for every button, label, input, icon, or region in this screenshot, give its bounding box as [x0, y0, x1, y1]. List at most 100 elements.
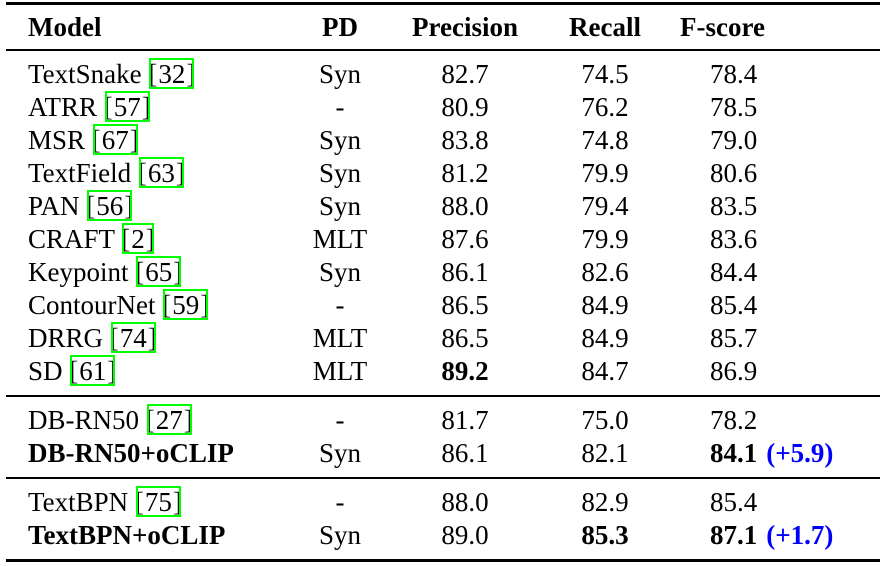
cell-pretrain-data: Syn — [318, 158, 362, 188]
model-name: TextBPN+oCLIP — [28, 520, 226, 550]
model-name: SD — [28, 356, 63, 386]
cell-recall: 74.8 — [581, 125, 629, 155]
cell-fscore: 85.7 — [660, 322, 880, 355]
cell-fscore: 86.9 — [660, 355, 880, 388]
cell-pretrain-data: Syn — [318, 59, 362, 89]
cell-recall: 84.9 — [581, 323, 629, 353]
fscore-value: 85.4 — [710, 487, 758, 517]
cell-recall: 84.7 — [581, 356, 629, 386]
cell-precision: 80.9 — [441, 92, 489, 122]
fscore-value: 78.5 — [710, 92, 758, 122]
cell-model: TextBPN+oCLIP — [6, 519, 300, 552]
fscore-value: 80.6 — [710, 158, 758, 188]
cell-fscore: 87.1 (+1.7) — [660, 519, 880, 552]
citation-link[interactable]: [32] — [148, 58, 196, 89]
cell-model: MSR [67] — [6, 124, 300, 157]
citation-number: 56 — [87, 190, 133, 221]
table-section-db: DB-RN50 [27] - 81.7 75.0 78.2 DB-RN50+oCLIP Sy… — [6, 397, 880, 477]
cell-pretrain-data: Syn — [318, 520, 362, 550]
cell-pretrain-data: - — [335, 92, 345, 122]
citation-number: 65 — [136, 256, 182, 287]
cell-precision: 86.1 — [441, 257, 489, 287]
cell-precision: 81.2 — [441, 158, 489, 188]
cell-fscore: 78.4 — [660, 58, 880, 91]
citation-number: 63 — [138, 157, 184, 188]
cell-model: CRAFT [2] — [6, 223, 300, 256]
model-name: TextBPN — [28, 487, 129, 517]
citation-number: 27 — [146, 404, 192, 435]
citation-number: 74 — [110, 322, 156, 353]
cell-recall: 75.0 — [581, 405, 629, 435]
cell-model: DB-RN50+oCLIP — [6, 437, 300, 470]
table-header-row: Model PD Precision Recall F-score — [6, 5, 880, 49]
cell-precision: 86.1 — [441, 438, 489, 468]
cell-pretrain-data: MLT — [312, 323, 368, 353]
cell-model: TextSnake [32] — [6, 58, 300, 91]
cell-model: TextBPN [75] — [6, 486, 300, 519]
cell-pretrain-data: MLT — [312, 224, 368, 254]
cell-recall: 82.6 — [581, 257, 629, 287]
cell-model: ATRR [57] — [6, 91, 300, 124]
column-header-model: Model — [28, 12, 102, 42]
cell-precision: 89.2 — [441, 356, 489, 386]
citation-link[interactable]: [67] — [91, 124, 139, 155]
citation-number: 32 — [149, 58, 195, 89]
model-name: PAN — [28, 191, 80, 221]
cell-fscore: 78.2 — [660, 404, 880, 437]
citation-link[interactable]: [2] — [121, 223, 155, 254]
citation-link[interactable]: [59] — [162, 289, 210, 320]
cell-precision: 87.6 — [441, 224, 489, 254]
cell-model: SD [61] — [6, 355, 300, 388]
cell-recall: 74.5 — [581, 59, 629, 89]
citation-link[interactable]: [27] — [145, 404, 193, 435]
model-name: ATRR — [28, 92, 98, 122]
cell-precision: 82.7 — [441, 59, 489, 89]
fscore-value: 85.7 — [710, 323, 758, 353]
top-rule — [6, 2, 880, 5]
cell-precision: 86.5 — [441, 290, 489, 320]
cell-model: DRRG [74] — [6, 322, 300, 355]
cell-precision: 81.7 — [441, 405, 489, 435]
model-name: DB-RN50+oCLIP — [28, 438, 234, 468]
cell-model: ContourNet [59] — [6, 289, 300, 322]
column-header-precision: Precision — [412, 12, 518, 42]
mid-rule-2 — [6, 477, 880, 479]
cell-fscore: 84.1 (+5.9) — [660, 437, 880, 470]
model-name: TextSnake — [28, 59, 142, 89]
citation-link[interactable]: [75] — [134, 486, 182, 517]
citation-link[interactable]: [65] — [135, 256, 183, 287]
cell-recall: 84.9 — [581, 290, 629, 320]
model-name: Keypoint — [28, 257, 129, 287]
cell-precision: 83.8 — [441, 125, 489, 155]
table-section-textbpn: TextBPN [75] - 88.0 82.9 85.4 TextBPN+oCLIP Sy… — [6, 479, 880, 559]
citation-link[interactable]: [74] — [109, 322, 157, 353]
fscore-value: 84.1 — [710, 438, 758, 468]
model-name: MSR — [28, 125, 86, 155]
cell-model: TextField [63] — [6, 157, 300, 190]
citation-link[interactable]: [56] — [86, 190, 134, 221]
cell-fscore: 84.4 — [660, 256, 880, 289]
cell-recall: 82.1 — [581, 438, 629, 468]
citation-link[interactable]: [57] — [103, 91, 151, 122]
cell-pretrain-data: Syn — [318, 125, 362, 155]
citation-link[interactable]: [63] — [137, 157, 185, 188]
cell-pretrain-data: - — [335, 405, 345, 435]
citation-number: 75 — [135, 486, 181, 517]
cell-pretrain-data: Syn — [318, 257, 362, 287]
cell-precision: 89.0 — [441, 520, 489, 550]
fscore-value: 83.5 — [710, 191, 758, 221]
fscore-value: 78.4 — [710, 59, 758, 89]
cell-model: DB-RN50 [27] — [6, 404, 300, 437]
column-header-fscore: F-score — [680, 12, 765, 42]
cell-fscore: 83.5 — [660, 190, 880, 223]
fscore-gain: (+5.9) — [766, 438, 834, 468]
citation-link[interactable]: [61] — [69, 355, 117, 386]
cell-precision: 88.0 — [441, 191, 489, 221]
citation-number: 59 — [163, 289, 209, 320]
fscore-value: 85.4 — [710, 290, 758, 320]
cell-fscore: 78.5 — [660, 91, 880, 124]
cell-recall: 85.3 — [581, 520, 629, 550]
fscore-value: 86.9 — [710, 356, 758, 386]
table-section-baselines: TextSnake [32] Syn 82.7 74.5 78.4 ATRR [57] - 8… — [6, 51, 880, 395]
